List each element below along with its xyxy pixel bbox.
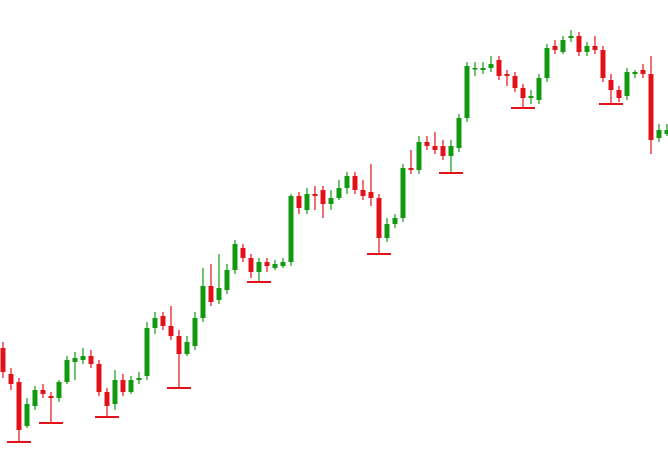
candle-body <box>392 218 398 224</box>
candle-body <box>48 396 54 398</box>
candle-body <box>160 316 166 326</box>
candle-body <box>352 176 358 190</box>
candle-body <box>32 390 38 406</box>
candle-body <box>272 264 278 268</box>
candle-body <box>608 80 614 90</box>
candle-body <box>584 46 590 52</box>
candle-body <box>296 196 302 208</box>
candle-body <box>600 50 606 78</box>
candle-body <box>616 90 622 98</box>
candle-body <box>136 378 142 380</box>
candle-body <box>528 96 534 98</box>
candle-body <box>304 194 310 210</box>
candle-body <box>40 390 46 394</box>
candle-body <box>592 46 598 50</box>
candle-body <box>288 196 294 262</box>
candle-body <box>240 248 246 258</box>
candle-body <box>152 318 158 328</box>
candle-body <box>96 364 102 392</box>
candle-body <box>88 356 94 364</box>
candle-body <box>376 198 382 238</box>
candle-body <box>232 244 238 270</box>
candle-body <box>328 198 334 204</box>
candle-body <box>504 74 510 76</box>
candle-body <box>408 168 414 170</box>
candle-body <box>464 66 470 118</box>
candle-body <box>104 392 110 406</box>
candle-body <box>640 70 646 74</box>
candle-body <box>624 72 630 96</box>
candle-body <box>576 36 582 52</box>
candle-body <box>344 176 350 188</box>
candle-body <box>216 288 222 300</box>
candle-body <box>264 262 270 266</box>
candle-body <box>80 356 86 360</box>
candle-body <box>120 380 126 392</box>
candle-body <box>456 118 462 148</box>
candle-body <box>208 286 214 302</box>
candle-body <box>72 358 78 362</box>
candle-body <box>8 374 14 384</box>
candle-body <box>128 380 134 392</box>
candle-body <box>544 48 550 78</box>
candle-body <box>248 258 254 272</box>
candle-body <box>400 168 406 218</box>
candle-body <box>192 318 198 346</box>
candle-body <box>632 72 638 74</box>
candle-body <box>0 348 6 372</box>
candle-body <box>256 262 262 272</box>
candle-body <box>184 342 190 354</box>
candle-body <box>176 336 182 354</box>
candle-body <box>16 382 22 430</box>
candle-body <box>144 328 150 376</box>
candle-body <box>416 142 422 170</box>
candle-body <box>112 380 118 404</box>
candle-body <box>656 130 662 138</box>
candle-body <box>552 46 558 50</box>
candle-body <box>536 78 542 100</box>
candle-body <box>168 326 174 336</box>
candle-body <box>336 188 342 198</box>
candle-body <box>56 382 62 398</box>
candle-body <box>568 36 574 38</box>
candle-body <box>520 88 526 98</box>
candle-body <box>280 262 286 266</box>
candle-body <box>648 74 654 140</box>
candle-body <box>448 146 454 156</box>
candle-body <box>24 404 30 426</box>
candle-body <box>64 360 70 382</box>
candle-body <box>472 68 478 70</box>
candle-body <box>432 146 438 150</box>
candle-body <box>368 192 374 198</box>
candle-body <box>488 64 494 68</box>
candle-body <box>384 224 390 238</box>
candle-body <box>424 142 430 146</box>
candle-body <box>560 40 566 52</box>
candle-body <box>440 146 446 156</box>
candle-body <box>496 60 502 76</box>
candle-body <box>312 194 318 196</box>
candle-body <box>200 286 206 318</box>
candle-body <box>512 76 518 88</box>
candle-body <box>360 190 366 196</box>
candle-body <box>320 190 326 204</box>
candle-body <box>224 270 230 290</box>
candle-body <box>664 130 668 134</box>
candle-body <box>480 68 486 70</box>
